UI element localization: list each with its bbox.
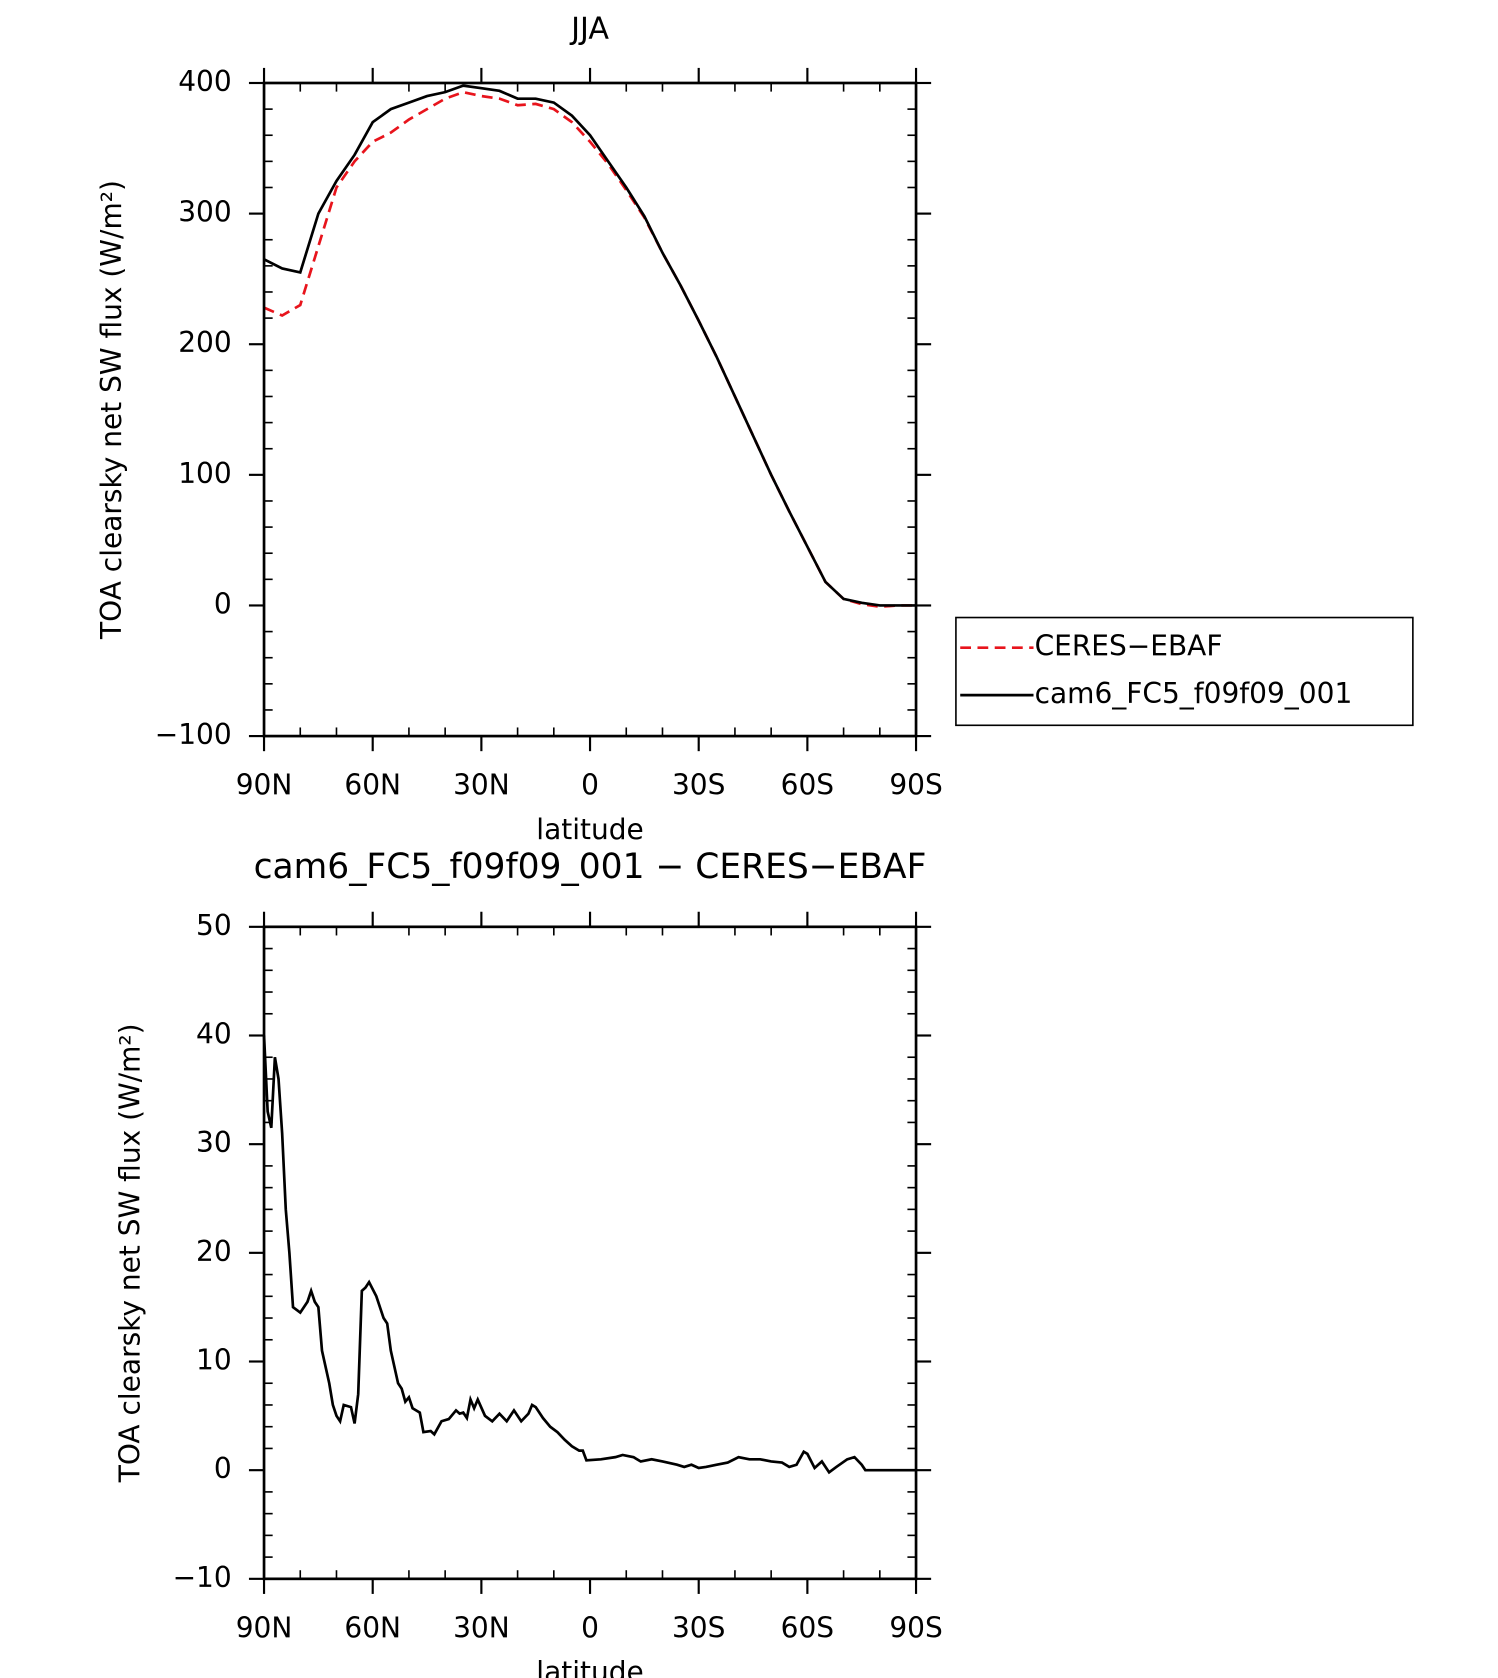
- x-axis-label: latitude: [536, 813, 643, 846]
- y-tick-label: 400: [178, 65, 231, 98]
- chart-title: cam6_FC5_f09f09_001 − CERES−EBAF: [254, 847, 927, 887]
- y-tick-label: 0: [214, 587, 232, 620]
- y-tick-label: 200: [178, 326, 231, 359]
- y-axis-label: TOA clearsky net SW flux (W/m²): [95, 180, 128, 640]
- y-tick-label: 50: [196, 909, 232, 942]
- data-line: [263, 84, 917, 607]
- x-tick-label: 60N: [344, 769, 401, 802]
- x-tick-label: 90N: [236, 1611, 293, 1644]
- y-axis-label: TOA clearsky net SW flux (W/m²): [113, 1023, 146, 1483]
- x-tick-label: 0: [581, 1611, 599, 1644]
- y-tick-label: 30: [196, 1126, 232, 1159]
- y-tick-label: 100: [178, 457, 231, 490]
- x-tick-label: 30N: [453, 769, 510, 802]
- x-tick-label: 30S: [672, 1611, 725, 1644]
- x-tick-label: 60S: [781, 769, 834, 802]
- x-tick-label: 30N: [453, 1611, 510, 1644]
- legend-label: CERES−EBAF: [1035, 630, 1223, 663]
- plot-frame: [262, 925, 918, 1581]
- y-tick-label: 300: [178, 196, 231, 229]
- x-tick-label: 90S: [889, 769, 942, 802]
- y-tick-label: −100: [155, 718, 232, 751]
- legend-box: [955, 616, 1414, 727]
- x-tick-label: 90N: [236, 769, 293, 802]
- x-tick-label: 30S: [672, 769, 725, 802]
- x-axis-label: latitude: [536, 1656, 643, 1678]
- legend-label: cam6_FC5_f09f09_001: [1035, 677, 1353, 710]
- data-line: [263, 90, 917, 609]
- x-tick-label: 0: [581, 769, 599, 802]
- x-tick-label: 60N: [344, 1611, 401, 1644]
- x-tick-label: 60S: [781, 1611, 834, 1644]
- y-tick-label: 0: [214, 1452, 232, 1485]
- y-tick-label: −10: [173, 1561, 232, 1594]
- y-tick-label: 40: [196, 1018, 232, 1051]
- chart-title: JJA: [569, 12, 609, 47]
- plot-frame: [262, 81, 918, 738]
- x-tick-label: 90S: [889, 1611, 942, 1644]
- y-tick-label: 20: [196, 1235, 232, 1268]
- data-line: [262, 1035, 917, 1475]
- y-tick-label: 10: [196, 1344, 232, 1377]
